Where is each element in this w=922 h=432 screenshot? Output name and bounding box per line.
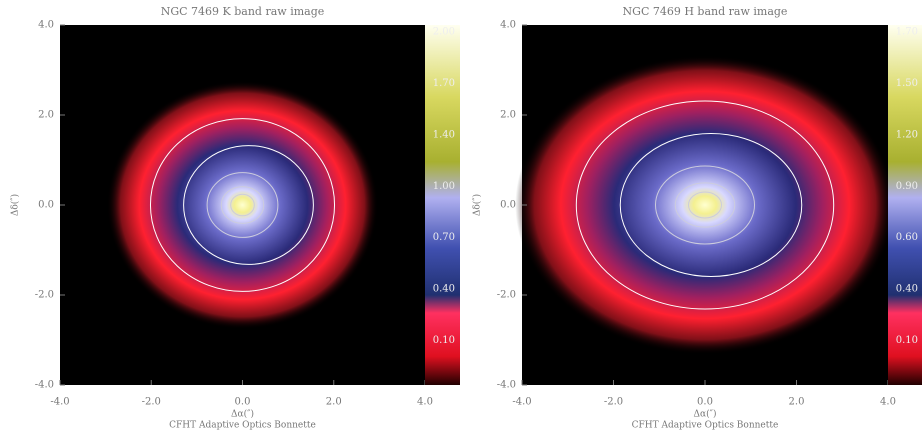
contour <box>149 118 336 292</box>
colorbar-label: 0.60 <box>896 232 918 243</box>
x-tick-label: 2.0 <box>326 397 342 408</box>
x-tick-label: 4.0 <box>880 397 896 408</box>
galaxy-glow <box>106 80 379 330</box>
colorbar-label: 0.40 <box>433 284 455 295</box>
contour <box>674 182 736 228</box>
contour <box>619 133 803 277</box>
x-tick-label: -4.0 <box>50 397 69 408</box>
contour <box>575 100 835 310</box>
x-tick-label: -4.0 <box>512 397 531 408</box>
y-tick-label: 0.0 <box>500 200 516 211</box>
x-tick-label: 4.0 <box>417 397 433 408</box>
x-tick-label: -2.0 <box>604 397 623 408</box>
x-tick-label: 0.0 <box>235 397 251 408</box>
panel-title: NGC 7469 K band raw image <box>161 5 325 18</box>
y-tick-label: -4.0 <box>497 380 516 391</box>
y-tick-label: -2.0 <box>35 290 54 301</box>
contour <box>220 186 265 224</box>
y-tick-label: 4.0 <box>500 20 516 31</box>
x-tick-label: 0.0 <box>697 397 713 408</box>
colorbar-label: 0.10 <box>896 335 918 346</box>
y-tick-label: -2.0 <box>497 290 516 301</box>
y-tick-label: 2.0 <box>38 110 54 121</box>
x-tick-label: -2.0 <box>142 397 161 408</box>
contour <box>688 191 722 219</box>
colorbar-label: 1.40 <box>433 129 455 140</box>
credit: CFHT Adaptive Optics Bonnette <box>169 421 316 431</box>
colorbar-label: 0.10 <box>433 335 455 346</box>
y-axis-label: Δδ(″) <box>472 194 483 216</box>
colorbar-label: 1.00 <box>433 181 455 192</box>
x-tick-label: 2.0 <box>789 397 805 408</box>
contour <box>183 145 314 265</box>
colorbar-fill <box>888 25 922 385</box>
colorbar-fill <box>425 25 460 385</box>
colorbar-label: 0.40 <box>896 284 918 295</box>
contour <box>230 193 255 217</box>
y-tick-label: 4.0 <box>38 20 54 31</box>
credit: CFHT Adaptive Optics Bonnette <box>632 421 779 431</box>
colorbar-label: 0.70 <box>433 232 455 243</box>
y-tick-label: 0.0 <box>38 200 54 211</box>
colorbar-label: 1.20 <box>896 129 918 140</box>
colorbar-label: 2.00 <box>433 27 455 38</box>
panel-title: NGC 7469 H band raw image <box>623 5 788 18</box>
y-tick-label: 2.0 <box>500 110 516 121</box>
x-axis-label: Δα(″) <box>231 409 254 420</box>
contour <box>655 165 755 245</box>
y-tick-label: -4.0 <box>35 380 54 391</box>
colorbar: 2.00 1.70 1.40 1.00 0.70 0.40 0.10 <box>425 25 460 385</box>
x-axis-label: Δα(″) <box>694 409 717 420</box>
colorbar: 1.70 1.50 1.20 0.90 0.60 0.40 0.10 <box>888 25 922 385</box>
colorbar-label: 1.70 <box>896 27 918 38</box>
colorbar-label: 1.70 <box>433 78 455 89</box>
galaxy-glow <box>515 55 895 355</box>
contour <box>206 172 279 238</box>
colorbar-label: 0.90 <box>896 181 918 192</box>
y-axis-label: Δδ(″) <box>10 194 21 216</box>
colorbar-label: 1.50 <box>896 78 918 89</box>
